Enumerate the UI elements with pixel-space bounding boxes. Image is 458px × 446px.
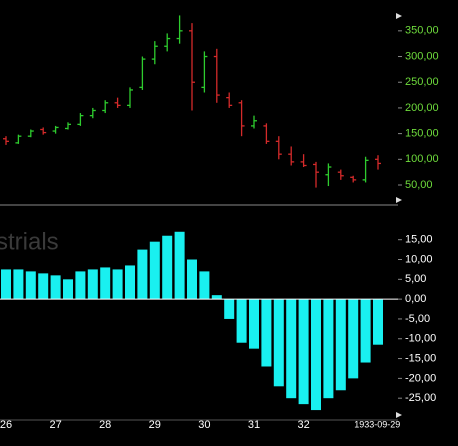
bar [360, 299, 371, 363]
bar [1, 269, 11, 300]
y-tick-label: -25,00 [405, 392, 436, 404]
bar [174, 231, 185, 300]
y-tick-label: 300,00 [405, 50, 439, 62]
bar [335, 299, 346, 391]
bar [249, 299, 259, 349]
x-tick-label: 27 [49, 419, 61, 431]
y-tick-label: -20,00 [405, 372, 436, 384]
y-tick-label: 150,00 [405, 128, 439, 140]
bar [25, 271, 36, 300]
x-tick-label: 30 [198, 419, 210, 431]
bar [311, 299, 321, 411]
bar [137, 249, 148, 300]
x-tick-label: 32 [297, 419, 309, 431]
x-tick-label: 31 [248, 419, 260, 431]
bar [112, 269, 123, 300]
bar [348, 299, 359, 379]
y-tick-label: 5,00 [405, 273, 426, 285]
bar [38, 273, 49, 300]
bar [224, 299, 235, 319]
axis-marker [396, 197, 402, 203]
bar [298, 299, 309, 405]
y-tick-label: 10,00 [405, 253, 433, 265]
bar [199, 271, 210, 300]
axis-marker [396, 412, 402, 418]
bar [211, 295, 222, 300]
bar [63, 279, 73, 300]
y-tick-label: 0,00 [405, 293, 426, 305]
x-tick-label: 26 [0, 419, 12, 431]
x-tick-label: 29 [149, 419, 161, 431]
bar [125, 265, 135, 300]
bar [50, 275, 61, 300]
watermark: strials [0, 228, 59, 255]
x-tick-label: 28 [99, 419, 111, 431]
y-tick-label: 200,00 [405, 102, 439, 114]
y-tick-label: -15,00 [405, 352, 436, 364]
bar [261, 299, 272, 367]
bar [162, 235, 173, 300]
y-tick-label: 50,00 [405, 179, 433, 191]
y-tick-label: -5,00 [405, 313, 430, 325]
bar [236, 299, 247, 343]
bar [273, 299, 284, 387]
y-tick-label: -10,00 [405, 333, 436, 345]
y-tick-label: 15,00 [405, 234, 433, 246]
bar [87, 269, 98, 300]
bar [373, 299, 383, 345]
bar [13, 269, 24, 300]
bar [149, 241, 160, 300]
bar [286, 299, 297, 399]
axis-marker [396, 13, 402, 19]
bar [75, 271, 86, 300]
y-tick-label: 350,00 [405, 25, 439, 37]
x-tick-label: 1933-09-29 [354, 419, 400, 429]
y-tick-label: 250,00 [405, 76, 439, 88]
bar [187, 259, 197, 300]
bar [100, 267, 111, 300]
bar [323, 299, 334, 399]
y-tick-label: 100,00 [405, 153, 439, 165]
